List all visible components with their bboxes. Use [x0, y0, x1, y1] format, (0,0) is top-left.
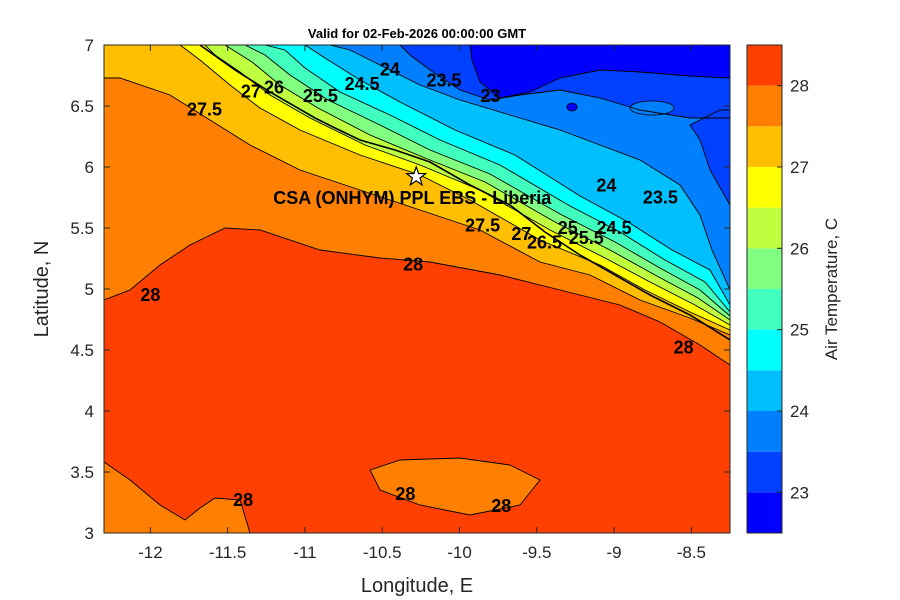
x-tick-label: -9.5: [522, 543, 551, 562]
contour-label: 27.5: [187, 100, 222, 120]
x-tick-label: -10: [447, 543, 472, 562]
colorbar-band: [747, 451, 782, 493]
x-tick-label: -8.5: [677, 543, 706, 562]
colorbar-band: [747, 329, 782, 371]
y-tick-label: 3.5: [70, 463, 94, 482]
contour-label: 24.5: [597, 218, 632, 238]
colorbar: 23 24 25 26 27 28: [746, 44, 809, 534]
y-tick-label: 5: [85, 280, 94, 299]
colorbar-band: [747, 207, 782, 249]
colorbar-band: [747, 45, 782, 86]
contour-label: 26.5: [527, 233, 562, 253]
colorbar-band: [747, 289, 782, 330]
y-tick-label: 4: [85, 402, 94, 421]
contour-label: 28: [491, 496, 511, 516]
contour-label: 28: [395, 484, 415, 504]
contour-label: 25.5: [303, 86, 338, 106]
x-tick-label: -9: [607, 543, 622, 562]
site-star-icon: [404, 164, 428, 187]
y-tick-label: 5.5: [70, 219, 94, 238]
x-tick-label: -11: [293, 543, 316, 562]
contour-label: 25.5: [569, 228, 604, 248]
colorbar-tick-label: 24: [790, 402, 809, 421]
x-tick-label: -10.5: [363, 543, 402, 562]
contour-label: 24.5: [345, 74, 380, 94]
contour-label: 27.5: [465, 216, 500, 236]
x-tick-label: -12: [138, 543, 163, 562]
x-axis-ticks: -12 -11.5 -11 -10.5 -10 -9.5 -9 -8.5: [138, 45, 706, 562]
x-axis-label: Longitude, E: [361, 575, 473, 597]
contour-label: 23.5: [427, 70, 462, 90]
colorbar-tick-label: 26: [790, 239, 809, 258]
y-axis-label: Latitude, N: [31, 241, 53, 338]
y-axis-ticks: 3 3.5 4 4.5 5 5.5 6 6.5 7: [70, 36, 730, 543]
contour-label: 26: [264, 78, 284, 98]
colorbar-tick-label: 23: [790, 483, 809, 502]
contour-label: 24: [380, 59, 400, 79]
y-tick-label: 7: [85, 36, 94, 55]
y-tick-label: 4.5: [70, 341, 94, 360]
contour-label: 28: [403, 255, 423, 275]
colorbar-label: Air Temperature, C: [822, 218, 841, 360]
colorbar-tick-label: 27: [790, 158, 809, 177]
colorbar-band: [747, 411, 782, 452]
colorbar-frame: [746, 44, 783, 534]
contour-label: 25: [558, 218, 578, 238]
colorbar-band: [747, 248, 782, 289]
y-tick-label: 6: [85, 158, 94, 177]
colorbar-band: [747, 492, 782, 533]
contour-label: 24: [596, 175, 616, 195]
contour-label: 28: [674, 338, 694, 358]
y-tick-label: 6.5: [70, 97, 94, 116]
contour-fill: [104, 45, 730, 533]
site-label: CSA (ONHYM) PPL EBS - Liberia: [273, 188, 552, 208]
y-tick-label: 3: [85, 524, 94, 543]
contour-label: 23.5: [643, 188, 678, 208]
colorbar-tick-label: 28: [790, 77, 809, 96]
x-tick-label: -11.5: [209, 543, 247, 562]
colorbar-band: [747, 167, 782, 208]
contour-label: 27: [511, 224, 531, 244]
contour-label: 23: [480, 86, 500, 106]
colorbar-band: [747, 370, 782, 411]
colorbar-tick-label: 25: [790, 321, 809, 340]
site-marker-group: CSA (ONHYM) PPL EBS - Liberia: [273, 164, 552, 208]
map-title: Valid for 02-Feb-2026 00:00:00 GMT: [308, 26, 526, 41]
contour-label: 27: [241, 81, 261, 101]
colorbar-band: [747, 126, 782, 167]
contour-label: 28: [140, 285, 160, 305]
colorbar-band: [747, 85, 782, 127]
contour-label: 28: [233, 490, 253, 510]
